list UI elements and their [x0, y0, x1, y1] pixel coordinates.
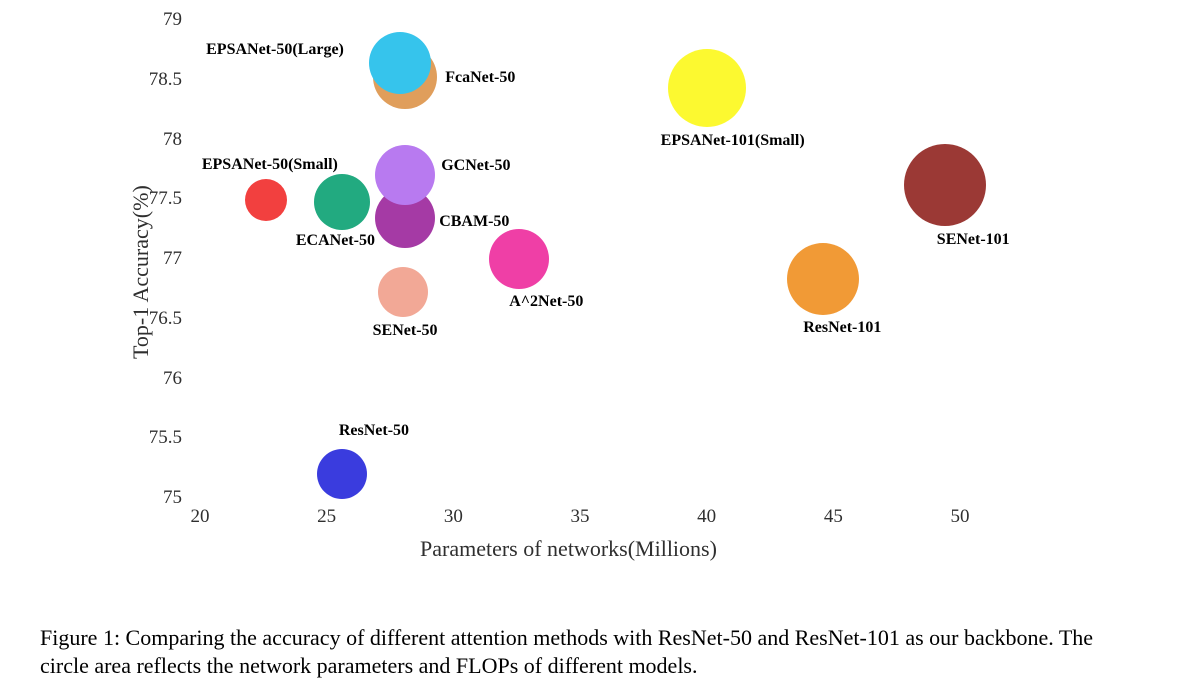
figure-caption: Figure 1: Comparing the accuracy of diff… — [40, 624, 1100, 679]
bubble-senet-101 — [904, 144, 986, 226]
point-label-epsanet-101-small-: EPSANet-101(Small) — [661, 132, 805, 150]
bubble-resnet-50 — [317, 449, 367, 499]
bubble-epsanet-101-small- — [668, 49, 746, 127]
bubble-epsanet-50-large- — [369, 32, 431, 94]
point-label-cbam-50: CBAM-50 — [439, 213, 509, 231]
point-label-fcanet-50: FcaNet-50 — [445, 69, 515, 87]
bubble-senet-50 — [378, 267, 428, 317]
x-axis-title: Parameters of networks(Millions) — [420, 536, 717, 562]
x-tick: 50 — [951, 506, 970, 528]
figure-page: 20253035404550 7575.57676.57777.57878.57… — [0, 0, 1203, 695]
x-tick: 40 — [697, 506, 716, 528]
y-tick: 75 — [163, 487, 182, 509]
point-label-epsanet-50-small-: EPSANet-50(Small) — [202, 156, 338, 174]
bubble-epsanet-50-small- — [245, 179, 287, 221]
y-tick: 78 — [163, 129, 182, 151]
bubble-a-2net-50 — [489, 229, 549, 289]
y-tick: 78.5 — [149, 69, 182, 91]
point-label-a-2net-50: A^2Net-50 — [509, 293, 583, 311]
y-tick: 79 — [163, 9, 182, 31]
x-tick: 30 — [444, 506, 463, 528]
x-tick: 45 — [824, 506, 843, 528]
y-tick: 77 — [163, 248, 182, 270]
point-label-resnet-101: ResNet-101 — [803, 319, 881, 337]
point-label-epsanet-50-large-: EPSANet-50(Large) — [206, 41, 344, 59]
point-label-resnet-50: ResNet-50 — [339, 422, 409, 440]
point-label-senet-50: SENet-50 — [373, 322, 438, 340]
bubble-ecanet-50 — [314, 174, 370, 230]
y-tick: 75.5 — [149, 427, 182, 449]
y-axis-title: Top-1 Accuracy(%) — [128, 185, 154, 359]
y-tick: 76 — [163, 368, 182, 390]
bubble-gcnet-50 — [375, 145, 435, 205]
point-label-gcnet-50: GCNet-50 — [441, 157, 510, 175]
x-tick: 35 — [571, 506, 590, 528]
point-label-ecanet-50: ECANet-50 — [296, 232, 375, 250]
x-tick: 25 — [317, 506, 336, 528]
bubble-resnet-101 — [787, 243, 859, 315]
point-label-senet-101: SENet-101 — [937, 231, 1010, 249]
x-tick: 20 — [191, 506, 210, 528]
